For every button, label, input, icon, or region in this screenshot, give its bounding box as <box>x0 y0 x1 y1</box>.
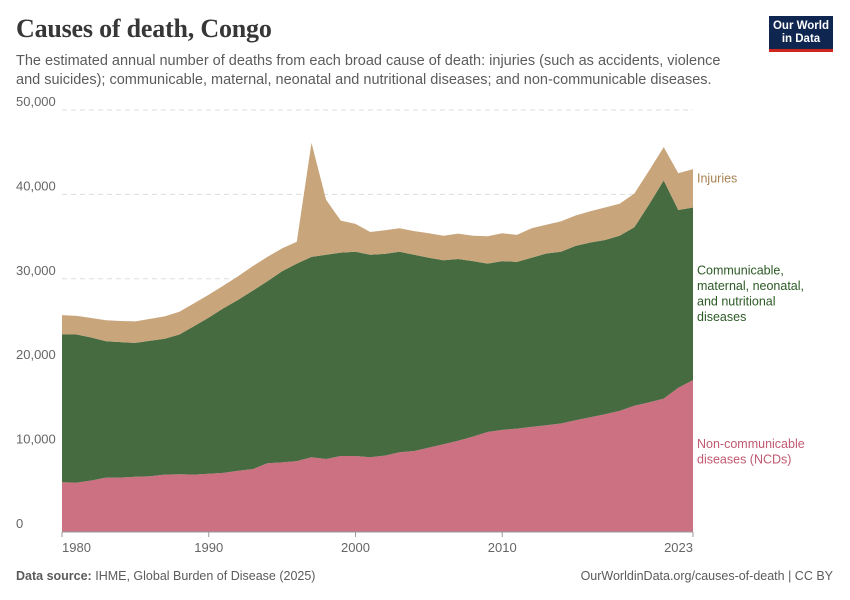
series-label-line: diseases (NCDs) <box>697 453 791 467</box>
series-label-1: Non-communicable diseases (NCDs) <box>697 437 805 467</box>
owid-logo[interactable]: Our World in Data <box>769 16 833 52</box>
series-label-line: Injuries <box>697 171 737 185</box>
data-source-text: IHME, Global Burden of Disease (2025) <box>95 569 316 583</box>
y-tick-label: 20,000 <box>16 347 56 362</box>
series-label-line: maternal, neonatal, <box>697 279 804 293</box>
x-tick-label: 2000 <box>341 540 370 555</box>
source-url[interactable]: OurWorldinData.org/causes-of-death | CC … <box>580 569 833 583</box>
y-tick-label: 40,000 <box>16 178 56 193</box>
series-label-3: Injuries <box>697 171 737 185</box>
y-tick-label: 10,000 <box>16 432 56 447</box>
y-tick-label: 0 <box>16 516 23 531</box>
series-label-line: Communicable, <box>697 264 784 278</box>
area-series-1 <box>62 380 693 532</box>
area-series-3 <box>62 142 693 343</box>
logo-line-2: in Data <box>781 32 821 45</box>
data-source: Data source: IHME, Global Burden of Dise… <box>16 569 315 583</box>
series-label-line: diseases <box>697 310 746 324</box>
y-tick-label: 50,000 <box>16 94 56 109</box>
chart-title: Causes of death, Congo <box>16 14 272 43</box>
data-source-label: Data source: <box>16 569 92 583</box>
x-tick-label: 1990 <box>194 540 223 555</box>
series-label-line: and nutritional <box>697 295 776 309</box>
x-tick-label: 2023 <box>664 540 693 555</box>
area-series-2 <box>62 180 693 483</box>
chart-subtitle: The estimated annual number of deaths fr… <box>16 53 721 88</box>
x-tick-label: 2010 <box>488 540 517 555</box>
series-label-2: Communicable, maternal, neonatal, and nutr… <box>697 264 804 325</box>
x-tick-label: 1980 <box>62 540 91 555</box>
series-label-line: Non-communicable <box>697 437 805 451</box>
y-tick-label: 30,000 <box>16 263 56 278</box>
logo-line-1: Our World <box>772 20 829 32</box>
